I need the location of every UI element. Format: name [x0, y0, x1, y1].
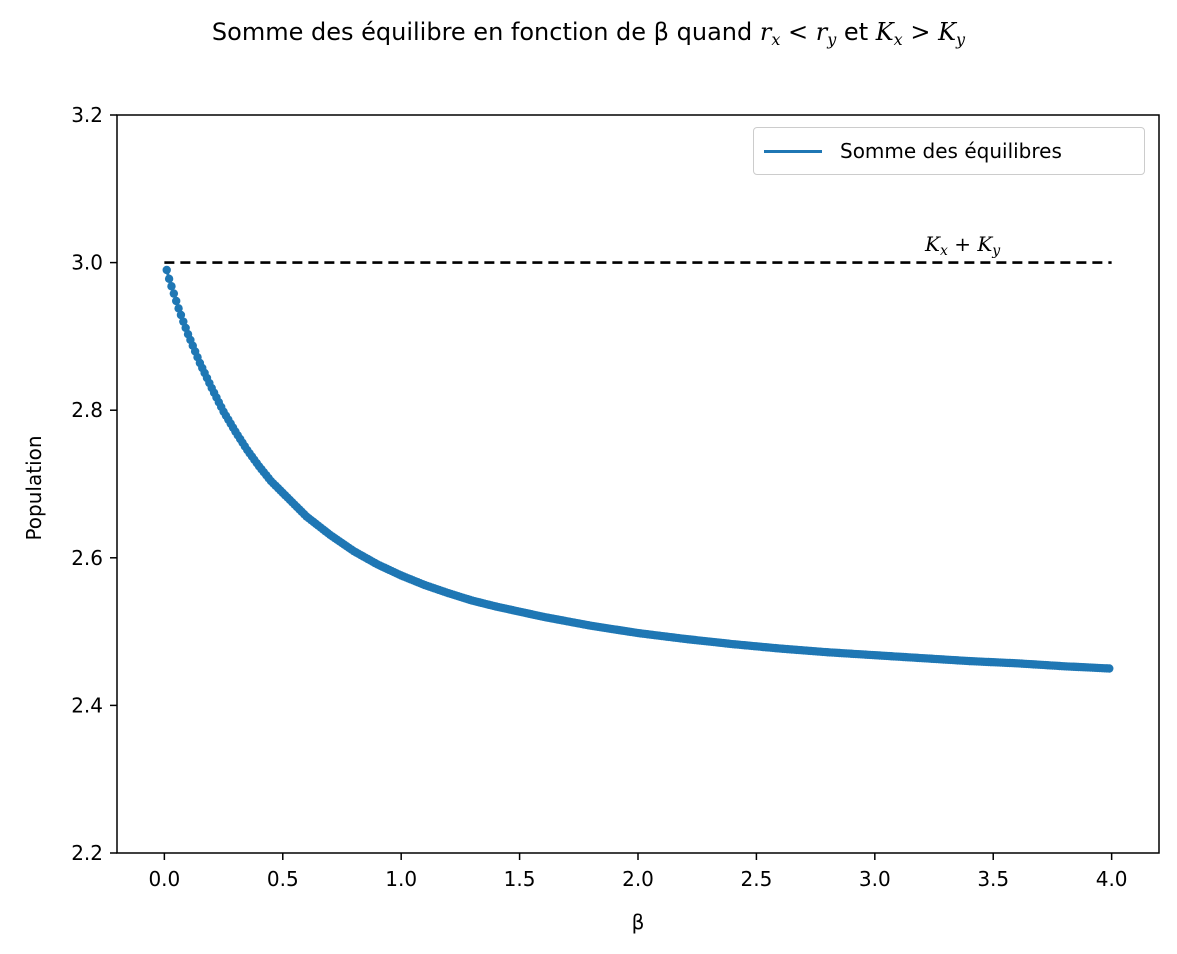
legend: Somme des équilibres — [753, 127, 1145, 175]
x-tick-label: 4.0 — [1096, 867, 1128, 891]
title-k2: K — [938, 18, 957, 46]
x-tick-label: 0.5 — [267, 867, 299, 891]
chart-marks — [162, 261, 1114, 673]
data-point — [169, 289, 179, 298]
x-tick-label: 0.0 — [148, 867, 180, 891]
data-point — [164, 274, 174, 284]
x-axis-label: β — [631, 910, 645, 934]
title-r: r — [759, 18, 772, 46]
data-point — [1105, 664, 1114, 673]
title-et: et — [836, 18, 876, 46]
data-point — [167, 282, 176, 291]
annot-k: K — [925, 232, 940, 256]
legend-line-swatch — [764, 150, 822, 153]
x-tick-label: 3.5 — [977, 867, 1009, 891]
x-tick-label: 2.0 — [622, 867, 654, 891]
title-math-r: rx < ry — [759, 18, 837, 49]
title-lt: < — [788, 18, 809, 46]
annot-sub-y: y — [992, 243, 1001, 259]
title-text: Somme des équilibre en fonction de β qua… — [211, 18, 760, 46]
data-point — [174, 304, 183, 313]
y-tick-label: 2.8 — [71, 398, 103, 422]
title-math-k: Kx > Ky — [875, 18, 966, 49]
x-tick-label: 3.0 — [859, 867, 891, 891]
title-k-sub-x: x — [893, 30, 903, 49]
y-tick-label: 3.0 — [71, 251, 103, 275]
x-tick-label: 1.5 — [504, 867, 536, 891]
y-tick-label: 2.6 — [71, 546, 103, 570]
annot-sub-x: x — [939, 243, 948, 259]
title-r-sub-y: y — [827, 30, 837, 49]
axis-ticks: 0.0 0.5 1.0 1.5 2.0 2.5 3.0 3.5 4.0 2.2 2.4 2.6 2.8 3… — [71, 103, 1127, 891]
legend-label: Somme des équilibres — [840, 139, 1062, 163]
x-tick-label: 2.5 — [741, 867, 773, 891]
series-points — [162, 265, 1114, 673]
chart-title: Somme des équilibre en fonction de β qua… — [0, 18, 1177, 49]
x-tick-label: 1.0 — [385, 867, 417, 891]
data-point — [162, 265, 171, 275]
annot-plus: + — [954, 232, 971, 256]
y-tick-label: 3.2 — [71, 103, 103, 127]
title-r2: r — [815, 18, 828, 46]
data-point — [176, 310, 186, 320]
annotation-kx-plus-ky: Kx + Ky — [925, 232, 1000, 259]
title-k: K — [875, 18, 894, 46]
y-axis-label: Population — [22, 435, 46, 541]
y-tick-label: 2.4 — [71, 693, 103, 717]
title-r-sub-x: x — [771, 30, 781, 49]
annot-k2: K — [977, 232, 993, 256]
series-line-somme-des-equilibres — [165, 269, 1110, 670]
title-k-sub-y: y — [956, 30, 966, 49]
y-tick-label: 2.2 — [71, 841, 103, 865]
data-point — [172, 296, 181, 306]
title-gt: > — [910, 18, 931, 46]
